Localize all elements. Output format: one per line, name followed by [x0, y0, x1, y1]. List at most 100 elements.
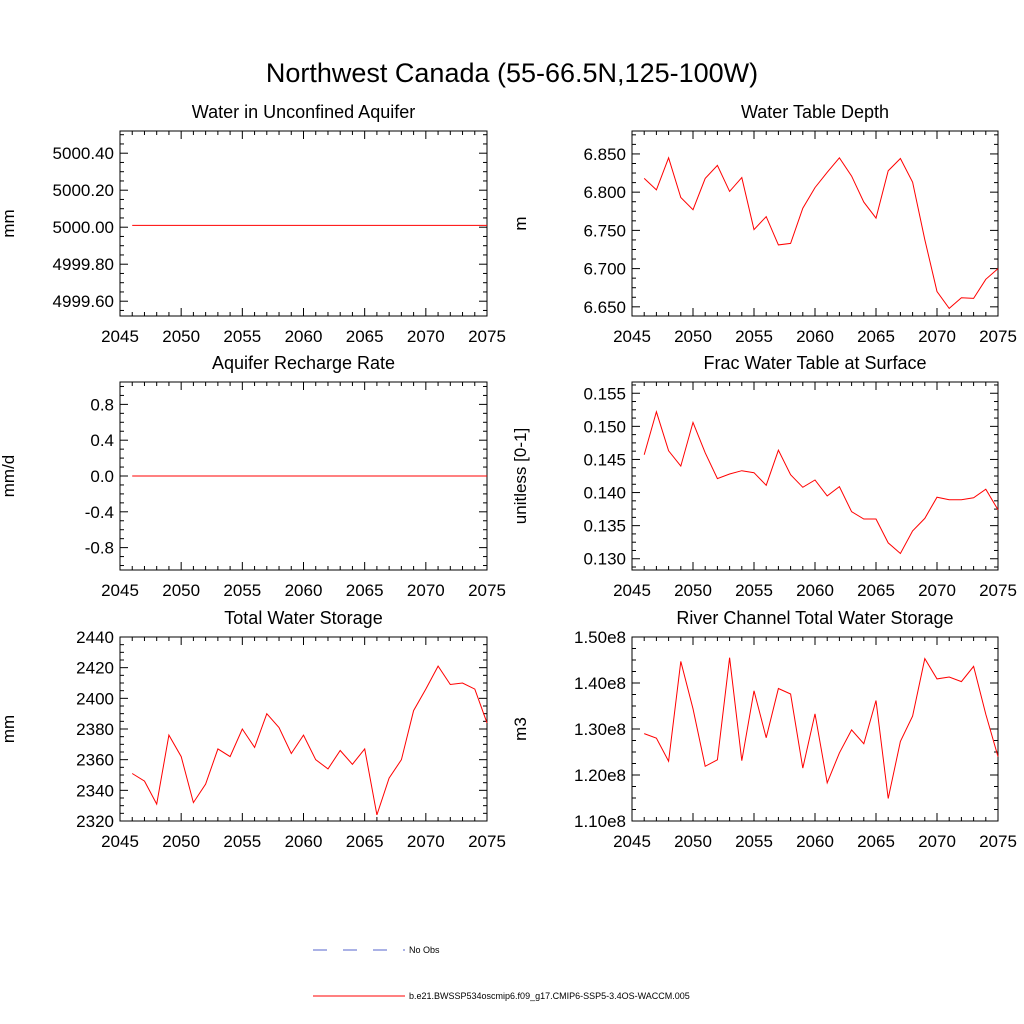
y-tick-label: 1.50e8: [574, 628, 626, 647]
x-tick-label: 2045: [613, 581, 651, 600]
panel-river-channel-storage: 2045 2050 2055 2060 2065 2070 2075 1.10e8 1.20e8…: [511, 608, 1017, 851]
x-tick-label: 2065: [346, 832, 384, 851]
y-axis-label: m: [511, 216, 530, 230]
x-tick-label: 2075: [979, 327, 1017, 346]
y-tick-label: 0.140: [583, 484, 626, 503]
y-tick-label: 0.150: [583, 417, 626, 436]
panel-title: Total Water Storage: [224, 608, 382, 628]
series-line: [643, 410, 999, 555]
x-tick-label: 2075: [979, 581, 1017, 600]
x-tick-label: 2065: [346, 581, 384, 600]
x-tick-label: 2075: [468, 581, 506, 600]
series-line: [643, 156, 999, 310]
panel-total-water-storage: 2045 2050 2055 2060 2065 2070 2075 2320 2340 2360…: [0, 608, 506, 851]
y-tick-label: 0.0: [90, 467, 114, 486]
x-tick-label: 2070: [918, 327, 956, 346]
y-tick-label: 0.8: [90, 395, 114, 414]
y-tick-label: 2440: [76, 628, 114, 647]
x-tick-label: 2050: [162, 832, 200, 851]
x-tick-label: 2055: [735, 832, 773, 851]
x-tick-label: 2055: [735, 327, 773, 346]
x-tick-label: 2045: [101, 832, 139, 851]
y-axis-label: mm: [0, 715, 18, 743]
x-tick-label: 2050: [162, 327, 200, 346]
x-tick-label: 2055: [735, 581, 773, 600]
y-tick-label: -0.4: [85, 503, 114, 522]
plot-frame: [631, 381, 999, 571]
y-tick-label: 5000.00: [53, 218, 114, 237]
figure-title: Northwest Canada (55-66.5N,125-100W): [266, 58, 758, 88]
y-tick-label: 2400: [76, 689, 114, 708]
x-tick-label: 2065: [346, 327, 384, 346]
x-tick-label: 2075: [979, 832, 1017, 851]
y-axis-label: unitless [0-1]: [511, 428, 530, 524]
y-tick-label: 2340: [76, 781, 114, 800]
x-tick-label: 2055: [223, 327, 261, 346]
x-tick-label: 2045: [101, 581, 139, 600]
panel-title: Water in Unconfined Aquifer: [192, 102, 415, 122]
y-tick-label: 6.800: [583, 183, 626, 202]
x-tick-label: 2065: [857, 327, 895, 346]
x-tick-label: 2045: [101, 327, 139, 346]
x-tick-label: 2045: [613, 327, 651, 346]
x-tick-label: 2055: [223, 581, 261, 600]
panel-frac-water-table-surface: 2045 2050 2055 2060 2065 2070 2075 0.130 0.135 0.…: [511, 353, 1017, 600]
x-tick-label: 2060: [796, 327, 834, 346]
plot-frame: [631, 130, 999, 317]
x-tick-label: 2050: [674, 327, 712, 346]
y-tick-label: 0.4: [90, 431, 114, 450]
x-tick-label: 2065: [857, 832, 895, 851]
panel-title: River Channel Total Water Storage: [676, 608, 953, 628]
y-tick-label: 1.10e8: [574, 812, 626, 831]
x-tick-label: 2075: [468, 327, 506, 346]
x-tick-label: 2065: [857, 581, 895, 600]
x-tick-label: 2060: [796, 832, 834, 851]
x-tick-label: 2055: [223, 832, 261, 851]
y-axis-label: mm: [0, 209, 18, 237]
x-tick-label: 2050: [162, 581, 200, 600]
x-tick-label: 2075: [468, 832, 506, 851]
panel-title: Aquifer Recharge Rate: [212, 353, 395, 373]
y-tick-label: 1.20e8: [574, 766, 626, 785]
legend-label-model: b.e21.BWSSP534oscmip6.f09_g17.CMIP6-SSP5…: [409, 991, 690, 1001]
panel-title: Water Table Depth: [741, 102, 889, 122]
y-tick-label: 4999.60: [53, 292, 114, 311]
y-tick-label: 6.850: [583, 145, 626, 164]
plot-frame: [119, 636, 488, 822]
x-tick-label: 2060: [285, 581, 323, 600]
y-tick-label: 1.30e8: [574, 720, 626, 739]
series-line: [131, 665, 488, 816]
y-tick-label: 2320: [76, 812, 114, 831]
y-tick-label: 4999.80: [53, 255, 114, 274]
panel-water-unconfined-aquifer: 2045 2050 2055 2060 2065 2070 2075 4999.60 4999.…: [0, 102, 506, 346]
y-tick-label: 2360: [76, 751, 114, 770]
y-tick-label: 0.135: [583, 517, 626, 536]
plot-frame: [119, 130, 488, 317]
legend: No Obs b.e21.BWSSP534oscmip6.f09_g17.CMI…: [313, 945, 690, 1001]
x-tick-label: 2060: [796, 581, 834, 600]
x-tick-label: 2050: [674, 581, 712, 600]
x-tick-label: 2070: [407, 327, 445, 346]
y-tick-label: 6.650: [583, 298, 626, 317]
y-axis-label: m3: [511, 717, 530, 741]
x-tick-label: 2050: [674, 832, 712, 851]
panel-title: Frac Water Table at Surface: [703, 353, 926, 373]
y-tick-label: 5000.20: [53, 181, 114, 200]
y-tick-label: 0.145: [583, 450, 626, 469]
x-tick-label: 2070: [918, 581, 956, 600]
x-tick-label: 2070: [407, 832, 445, 851]
x-tick-label: 2060: [285, 327, 323, 346]
series-line: [644, 657, 999, 799]
y-tick-label: 1.40e8: [574, 674, 626, 693]
y-tick-label: 0.155: [583, 384, 626, 403]
x-tick-label: 2070: [407, 581, 445, 600]
plot-frame: [631, 636, 999, 822]
panel-aquifer-recharge-rate: 2045 2050 2055 2060 2065 2070 2075 -0.8 -0.4 0.0 0…: [0, 353, 506, 600]
y-axis-label: mm/d: [0, 455, 18, 498]
x-tick-label: 2070: [918, 832, 956, 851]
panel-water-table-depth: 2045 2050 2055 2060 2065 2070 2075 6.650 6.700 6.…: [511, 102, 1017, 346]
x-tick-label: 2060: [285, 832, 323, 851]
y-tick-label: 5000.40: [53, 144, 114, 163]
y-tick-label: -0.8: [85, 539, 114, 558]
